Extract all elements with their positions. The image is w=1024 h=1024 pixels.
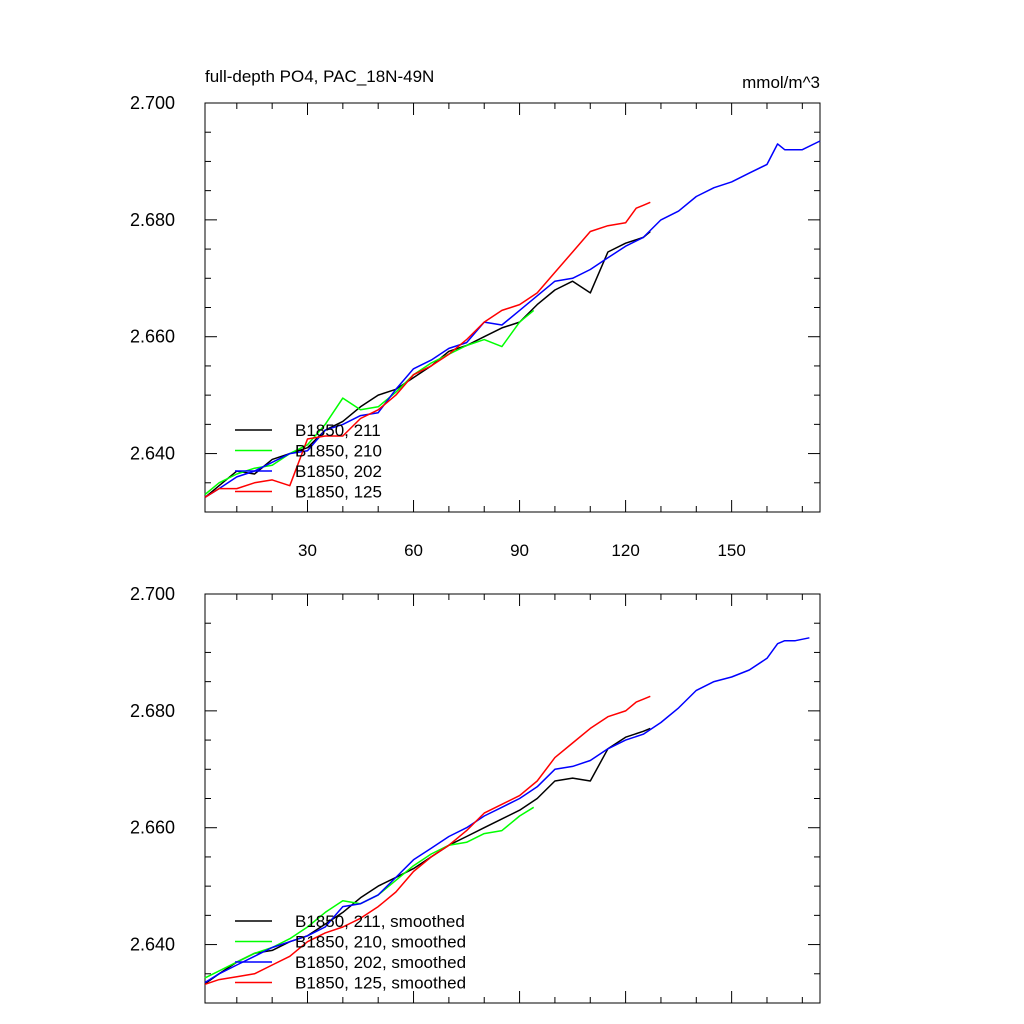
- series-line-b1850-210: [204, 309, 535, 496]
- y-tick-label: 2.700: [130, 93, 175, 113]
- legend-label: B1850, 202: [295, 462, 382, 481]
- y-tick-label: 2.640: [130, 935, 175, 955]
- legend-label: B1850, 211, smoothed: [295, 912, 465, 931]
- y-tick-label: 2.640: [130, 444, 175, 464]
- chart-title: full-depth PO4, PAC_18N-49N: [205, 67, 434, 86]
- series-line-b1850-125-smoothed: [204, 695, 651, 986]
- series-line-b1850-202-smoothed: [204, 637, 810, 984]
- y-tick-label: 2.680: [130, 701, 175, 721]
- y-tick-label: 2.680: [130, 210, 175, 230]
- x-tick-label: 90: [510, 541, 529, 560]
- legend-label: B1850, 125, smoothed: [295, 974, 466, 993]
- legend-label: B1850, 210: [295, 442, 382, 461]
- chart-units: mmol/m^3: [742, 73, 820, 92]
- x-tick-label: 150: [717, 541, 745, 560]
- x-tick-label: 120: [611, 541, 639, 560]
- x-tick-label: 60: [404, 541, 423, 560]
- legend-label: B1850, 210, smoothed: [295, 933, 466, 952]
- bottom-panel-smoothed: 2.640 2.660 2.680 2.700 B1850, 211, smoothed…: [130, 584, 821, 1004]
- top-panel: 30 60 90 120 150 2.640 2.660 2.680 2.700 B1850, 2…: [130, 93, 821, 560]
- series-line-b1850-125: [204, 201, 651, 499]
- x-tick-label: 30: [298, 541, 317, 560]
- legend-label: B1850, 125: [295, 483, 382, 502]
- legend-label: B1850, 202, smoothed: [295, 953, 466, 972]
- y-tick-label: 2.700: [130, 584, 175, 604]
- y-tick-label: 2.660: [130, 818, 175, 838]
- y-tick-label: 2.660: [130, 327, 175, 347]
- legend-label: B1850, 211: [295, 421, 381, 440]
- series-line-b1850-202: [204, 140, 821, 499]
